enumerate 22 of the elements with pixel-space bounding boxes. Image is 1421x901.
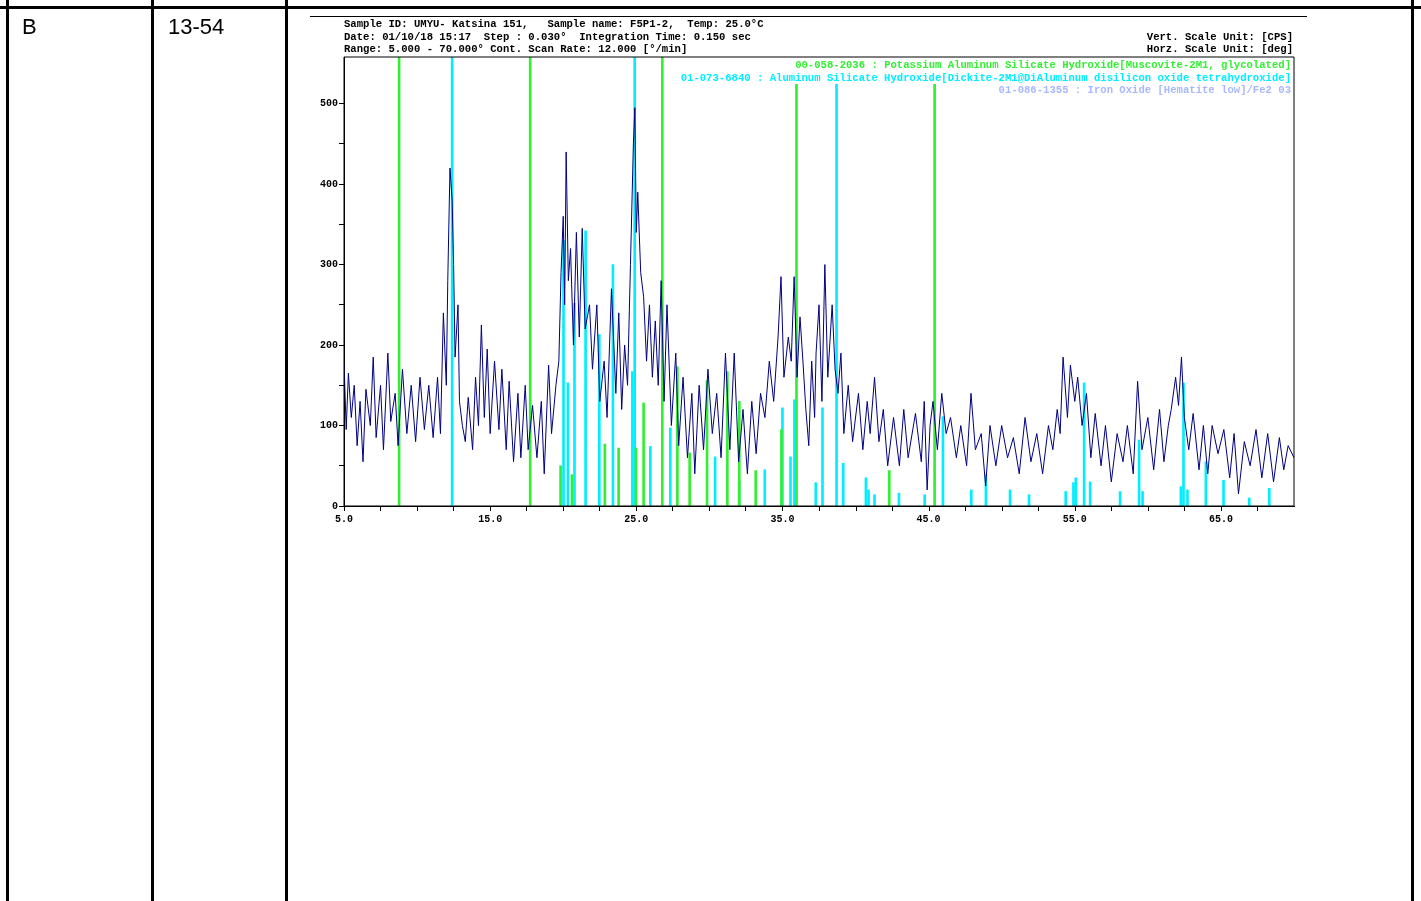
chart-subtitle: Date: 01/10/18 15:17 Step : 0.030° Integration Time: 0.150 sec Range: 5.000 - 70.000° Cont. Scan Rate: 12.000 [°/min] — [344, 30, 751, 56]
y-tick-label: 500 — [319, 98, 338, 110]
y-tick-label: 100 — [319, 420, 338, 432]
legend-label: 01-086-1355 : Iron Oxide [Hematite low]/Fe2 03 — [998, 84, 1291, 97]
text: B — [22, 14, 37, 40]
y-tick-label: 400 — [319, 178, 338, 190]
y-tick-label: 300 — [319, 259, 338, 271]
text: 01-073-6840 : Aluminum Silicate Hydroxide[Dickite-2M1@DiAluminum disilicon oxide tetrahydroxide] — [680, 71, 1291, 84]
y-tick-label: 200 — [319, 339, 338, 351]
x-tick-label: 65.0 — [1208, 513, 1233, 525]
x-tick-label: 15.0 — [478, 513, 503, 525]
chart-title: Sample ID: UMYU- Katsina 151, Sample name: F5P1-2, Temp: 25.0°C — [344, 18, 764, 31]
x-tick-label: 25.0 — [624, 513, 649, 525]
series-label: 00-058-2036 : Potassium Aluminum Silicate Hydroxide[Muscovite-2M1, glycolated] — [795, 58, 1291, 71]
y-tick-label: 0 — [331, 500, 338, 512]
x-tick-label: 45.0 — [916, 513, 941, 525]
text: 13-54 — [168, 14, 225, 40]
x-tick-label: 55.0 — [1062, 513, 1087, 525]
text: Vert. Scale Unit: [CPS] — [1146, 30, 1293, 43]
text: Horz. Scale Unit: [deg] — [1146, 43, 1293, 56]
x-tick-label: 5.0 — [334, 513, 354, 525]
x-tick-label: 35.0 — [770, 513, 795, 525]
